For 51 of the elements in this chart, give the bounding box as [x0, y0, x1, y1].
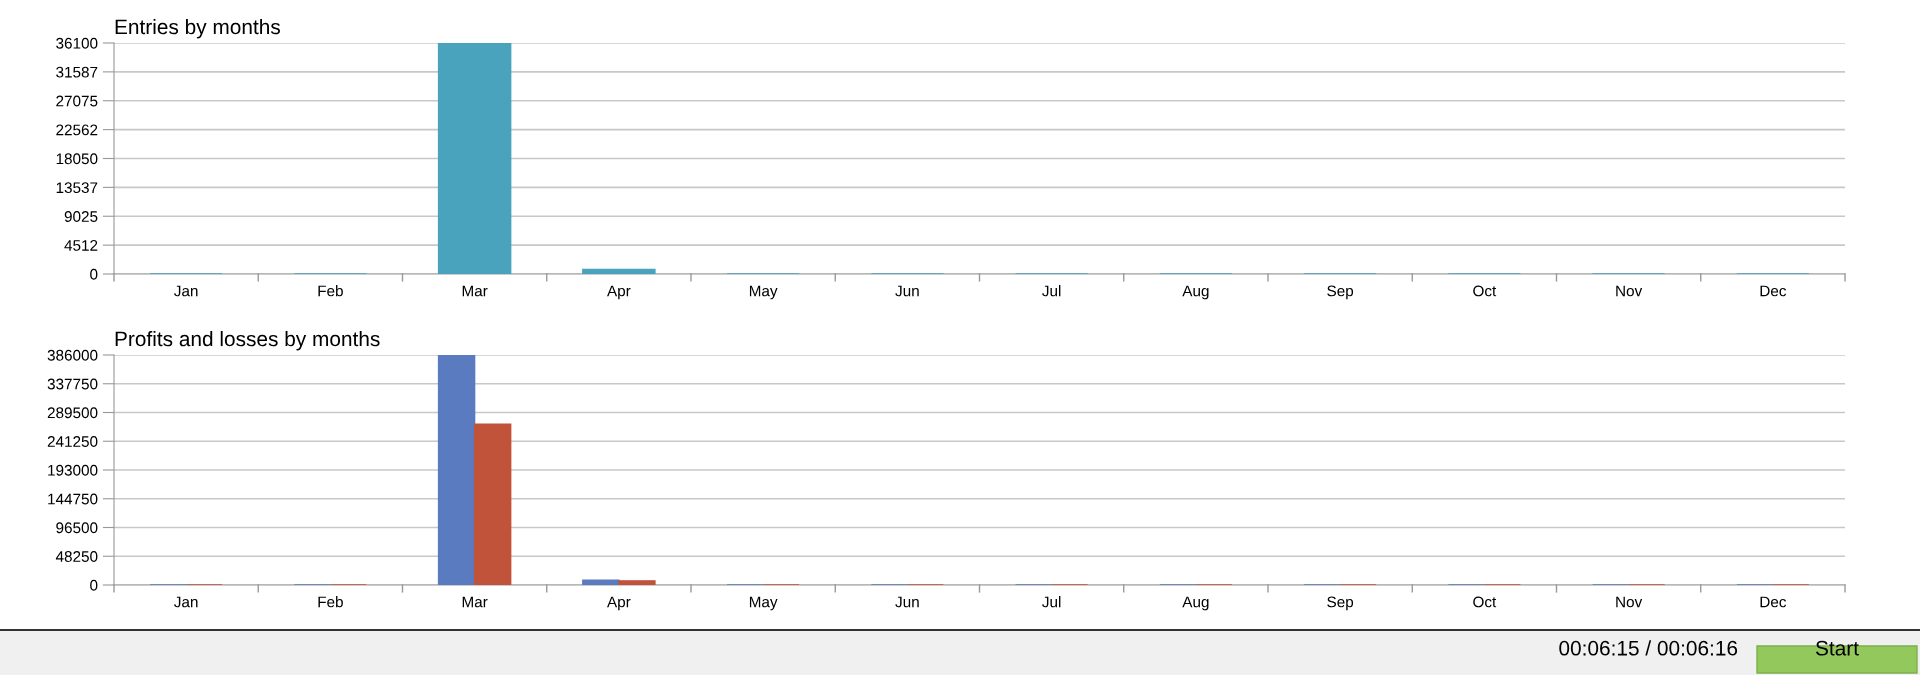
y-tick-label: 31587 — [56, 66, 98, 78]
x-tick-label: Nov — [1616, 596, 1643, 608]
y-tick-label: 337750 — [47, 378, 98, 390]
y-tick-label: 36100 — [56, 37, 98, 49]
chart-title: Entries by months — [115, 18, 280, 39]
bar — [582, 268, 656, 274]
x-tick-label: Sep — [1327, 596, 1354, 611]
x-tick-label: Jun — [895, 596, 919, 608]
x-tick-label: May — [749, 596, 778, 611]
x-tick-label: Jul — [1042, 285, 1061, 297]
bar — [473, 423, 512, 585]
y-tick-label: 18050 — [56, 153, 98, 165]
y-tick-label: 289500 — [47, 407, 98, 419]
x-tick-label: Sep — [1327, 285, 1354, 300]
x-tick-label: Mar — [462, 596, 488, 608]
y-tick-label: 193000 — [48, 464, 98, 476]
x-tick-label: Feb — [318, 285, 343, 297]
x-tick-label: May — [749, 285, 778, 300]
bar — [618, 580, 656, 585]
y-tick-label: 4512 — [64, 240, 98, 251]
x-tick-label: Oct — [1473, 596, 1497, 608]
y-tick-label: 13537 — [56, 182, 98, 194]
x-tick-label: Mar — [462, 285, 488, 297]
y-tick-label: 241250 — [47, 436, 98, 447]
x-tick-label: Apr — [607, 596, 631, 611]
x-tick-label: Oct — [1473, 285, 1497, 297]
y-tick-label: 386000 — [47, 349, 98, 361]
x-tick-label: Jul — [1042, 596, 1061, 608]
x-tick-label: Dec — [1760, 596, 1787, 608]
x-tick-label: Nov — [1616, 285, 1643, 297]
text: 00:06:15 / 00:06:16 — [1559, 640, 1738, 656]
bar — [437, 43, 512, 274]
y-tick-label: 144750 — [48, 493, 98, 505]
y-tick-label: 27075 — [56, 95, 98, 107]
chart-title: Profits and losses by months — [115, 330, 380, 351]
x-tick-label: Aug — [1182, 285, 1209, 300]
bar — [437, 355, 476, 585]
x-tick-label: Apr — [607, 285, 631, 300]
y-tick-label: 9025 — [64, 211, 98, 222]
x-tick-label: Jun — [895, 285, 919, 297]
text: Start — [1815, 640, 1859, 656]
x-tick-label: Dec — [1760, 285, 1787, 297]
y-tick-label: 48250 — [55, 551, 98, 562]
y-tick-label: 0 — [90, 268, 98, 280]
x-tick-label: Aug — [1182, 596, 1209, 611]
y-tick-label: 22562 — [56, 124, 98, 136]
x-tick-label: Jan — [174, 596, 198, 608]
y-tick-label: 96500 — [56, 522, 98, 534]
x-tick-label: Feb — [318, 596, 343, 608]
y-tick-label: 0 — [90, 579, 98, 591]
x-tick-label: Jan — [174, 285, 198, 297]
